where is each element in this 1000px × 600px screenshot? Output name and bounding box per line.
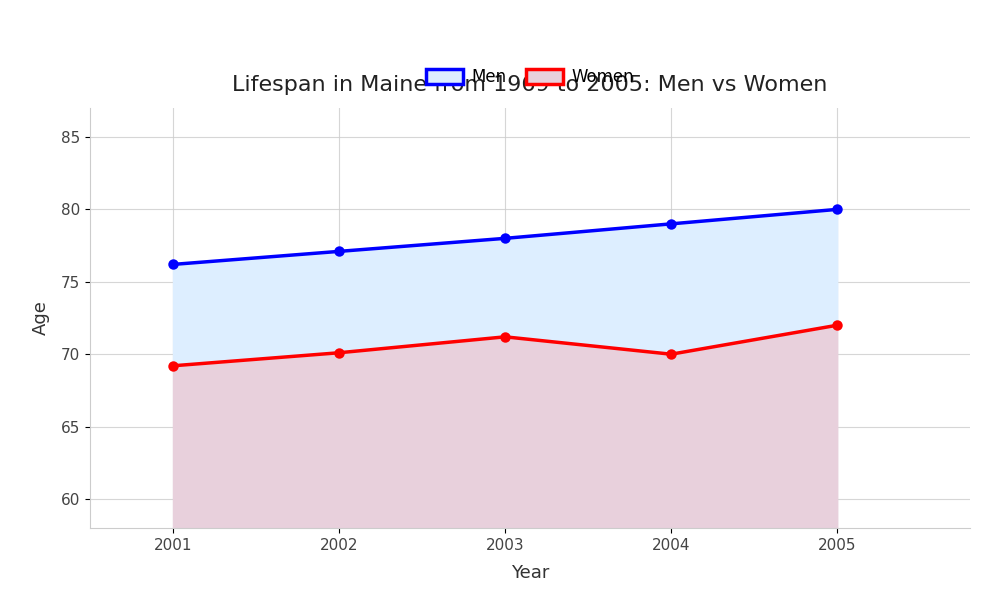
X-axis label: Year: Year <box>511 564 549 582</box>
Y-axis label: Age: Age <box>32 301 50 335</box>
Title: Lifespan in Maine from 1969 to 2005: Men vs Women: Lifespan in Maine from 1969 to 2005: Men… <box>232 76 828 95</box>
Legend: Men, Women: Men, Women <box>419 62 641 93</box>
